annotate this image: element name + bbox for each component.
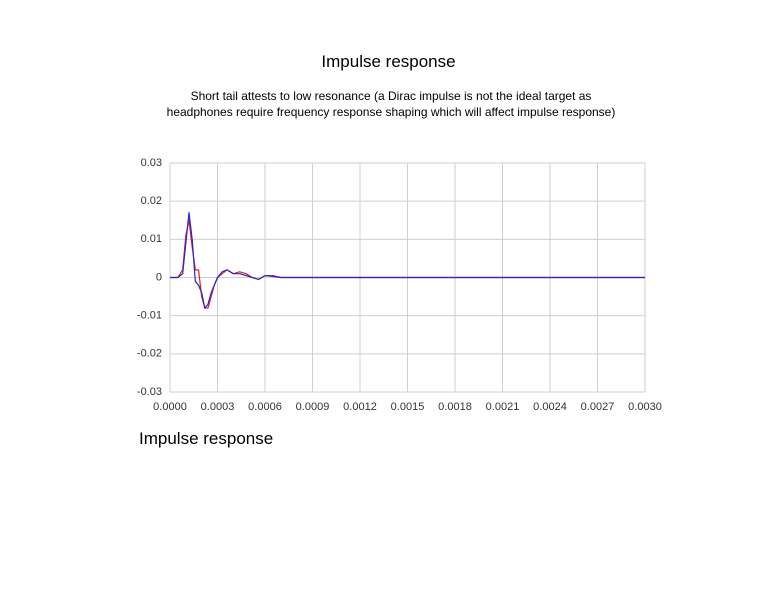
y-tick-label: -0.01	[137, 310, 162, 322]
y-tick-label: 0.03	[141, 157, 162, 169]
x-tick-label: 0.0027	[581, 401, 615, 413]
chart-caption: Impulse response	[139, 429, 274, 448]
y-tick-label: -0.02	[137, 348, 162, 360]
x-tick-label: 0.0018	[438, 401, 472, 413]
y-tick-label: 0.02	[141, 195, 162, 207]
x-tick-label: 0.0006	[248, 401, 282, 413]
x-tick-label: 0.0000	[153, 401, 187, 413]
x-tick-label: 0.0012	[343, 401, 377, 413]
series-line	[170, 212, 645, 309]
x-tick-label: 0.0015	[391, 401, 425, 413]
x-tick-label: 0.0003	[201, 401, 235, 413]
y-tick-label: 0	[156, 271, 162, 283]
x-tick-label: 0.0030	[628, 401, 662, 413]
chart-title: Impulse response	[321, 52, 456, 71]
chart-subtitle: Short tail attests to low resonance (a D…	[166, 89, 616, 119]
y-tick-label: 0.01	[141, 233, 162, 245]
x-tick-label: 0.0024	[533, 401, 567, 413]
y-tick-label: -0.03	[137, 386, 162, 398]
x-tick-label: 0.0009	[296, 401, 330, 413]
x-tick-label: 0.0021	[486, 401, 520, 413]
